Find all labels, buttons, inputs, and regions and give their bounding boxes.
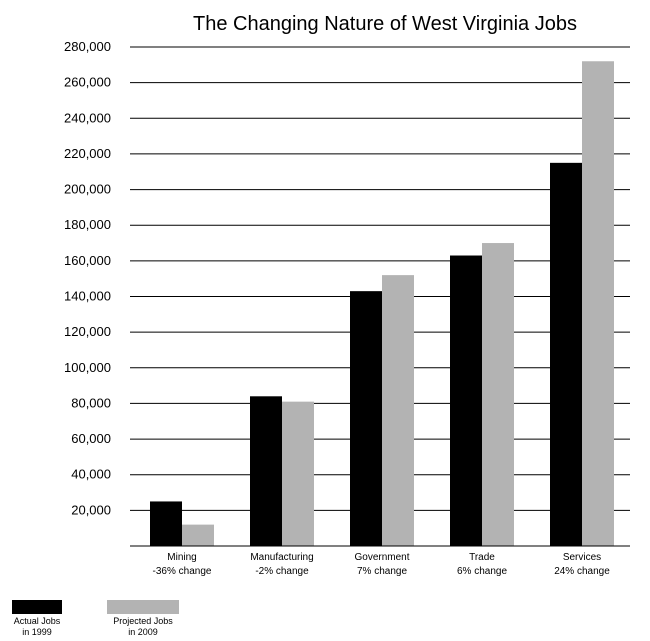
bar-actual-1999 xyxy=(350,291,382,546)
legend-swatch xyxy=(12,600,62,614)
y-tick-label: 200,000 xyxy=(64,182,111,197)
legend-label: Actual Jobs xyxy=(14,616,61,626)
bar-actual-1999 xyxy=(150,501,182,546)
category-labels: Mining -36% change Manufacturing -2% change… xyxy=(153,552,611,577)
bar-actual-1999 xyxy=(550,162,582,546)
y-tick-label: 280,000 xyxy=(64,39,111,54)
y-tick-label: 180,000 xyxy=(64,217,111,232)
category-label: Manufacturing xyxy=(250,552,313,563)
category-label: Trade xyxy=(469,552,495,563)
category-change-label: 24% change xyxy=(554,566,610,577)
legend-swatch xyxy=(107,600,179,614)
y-tick-label: 260,000 xyxy=(64,75,111,90)
bar-actual-1999 xyxy=(450,255,482,546)
y-tick-label: 220,000 xyxy=(64,146,111,161)
category-change-label: -36% change xyxy=(153,566,212,577)
category-change-label: 7% change xyxy=(357,566,407,577)
y-tick-label: 140,000 xyxy=(64,289,111,304)
bar-projected-2009 xyxy=(482,243,514,547)
y-tick-label: 80,000 xyxy=(71,395,111,410)
y-tick-label: 40,000 xyxy=(71,467,111,482)
category-change-label: 6% change xyxy=(457,566,507,577)
y-tick-label: 60,000 xyxy=(71,431,111,446)
y-tick-label: 160,000 xyxy=(64,253,111,268)
y-axis-tick-labels: 20,000 40,000 60,000 80,000 100,000 120,000 14… xyxy=(64,39,111,517)
bar-projected-2009 xyxy=(382,275,414,546)
category-label: Government xyxy=(354,552,409,563)
y-tick-label: 240,000 xyxy=(64,110,111,125)
bars xyxy=(150,61,614,547)
category-label: Services xyxy=(563,552,601,563)
category-label: Mining xyxy=(167,552,196,563)
bar-projected-2009 xyxy=(582,61,614,546)
category-change-label: -2% change xyxy=(255,566,309,577)
bar-projected-2009 xyxy=(282,401,314,546)
legend-label: in 1999 xyxy=(22,627,52,637)
legend-label: Projected Jobs xyxy=(113,616,173,626)
legend-label: in 2009 xyxy=(128,627,158,637)
chart-title: The Changing Nature of West Virginia Job… xyxy=(193,13,577,35)
bar-projected-2009 xyxy=(182,524,214,546)
y-tick-label: 20,000 xyxy=(71,502,111,517)
bar-actual-1999 xyxy=(250,396,282,546)
y-tick-label: 100,000 xyxy=(64,360,111,375)
y-tick-label: 120,000 xyxy=(64,324,111,339)
